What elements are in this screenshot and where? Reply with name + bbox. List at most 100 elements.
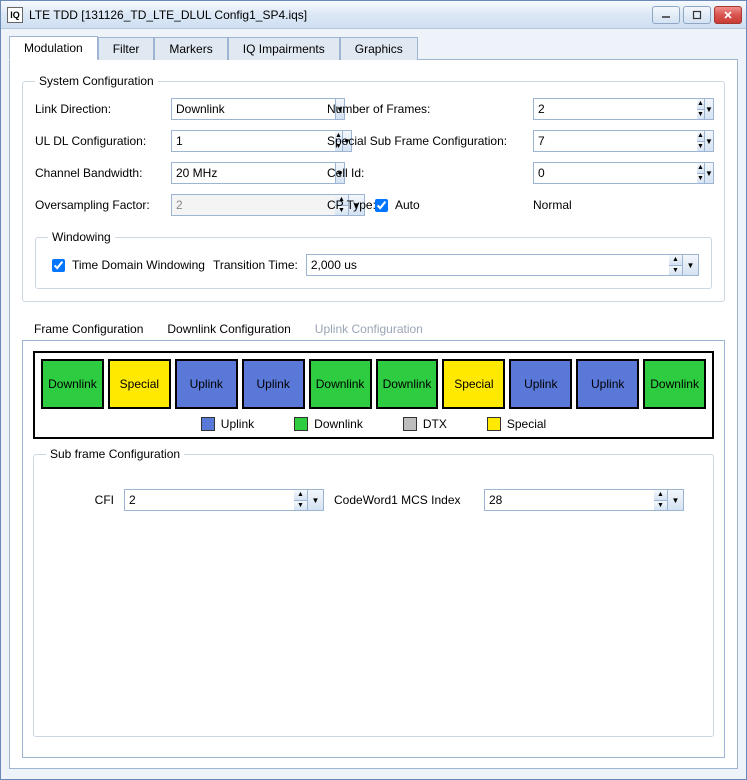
cfi-spin[interactable]: ▲▼ ▼ [124, 489, 324, 511]
windowing-group: Windowing Time Domain Windowing Transiti… [35, 230, 712, 289]
slot-1[interactable]: Special [108, 359, 171, 409]
slot-3[interactable]: Uplink [242, 359, 305, 409]
slots-row: DownlinkSpecialUplinkUplinkDownlinkDownl… [41, 359, 706, 409]
legend-downlink: Downlink [294, 417, 363, 431]
cfi-label: CFI [54, 493, 114, 507]
chevron-down-icon[interactable]: ▼ [705, 98, 714, 120]
uldl-input[interactable] [171, 130, 335, 152]
slot-5[interactable]: Downlink [376, 359, 439, 409]
num-frames-input[interactable] [533, 98, 697, 120]
slots-legend: Uplink Downlink DTX Special [41, 417, 706, 431]
maximize-button[interactable] [683, 6, 711, 24]
system-config-legend: System Configuration [35, 74, 158, 88]
cellid-spin[interactable]: ▲▼ ▼ [533, 162, 703, 184]
chevron-down-icon[interactable]: ▼ [705, 162, 714, 184]
cfi-input[interactable] [124, 489, 294, 511]
cellid-input[interactable] [533, 162, 697, 184]
bw-input[interactable] [171, 162, 335, 184]
slot-6[interactable]: Special [442, 359, 505, 409]
num-frames-spin[interactable]: ▲▼ ▼ [533, 98, 703, 120]
slots-diagram: DownlinkSpecialUplinkUplinkDownlinkDownl… [33, 351, 714, 439]
legend-dtx: DTX [403, 417, 447, 431]
legend-special-label: Special [507, 417, 546, 431]
spin-up-icon[interactable]: ▲ [294, 489, 308, 501]
slot-2[interactable]: Uplink [175, 359, 238, 409]
tab-frame-config[interactable]: Frame Configuration [22, 318, 155, 340]
slot-9[interactable]: Downlink [643, 359, 706, 409]
cellid-label: Cell Id: [327, 166, 527, 180]
tab-downlink-config[interactable]: Downlink Configuration [155, 318, 302, 340]
spin-down-icon[interactable]: ▼ [654, 501, 668, 512]
main-tabs: Modulation Filter Markers IQ Impairments… [9, 35, 738, 60]
tab-uplink-config: Uplink Configuration [303, 318, 435, 340]
mcs-input[interactable] [484, 489, 654, 511]
spin-up-icon[interactable]: ▲ [697, 98, 705, 110]
uldl-label: UL DL Configuration: [35, 134, 165, 148]
chevron-down-icon[interactable]: ▼ [308, 489, 324, 511]
ssf-spin[interactable]: ▲▼ ▼ [533, 130, 703, 152]
legend-downlink-label: Downlink [314, 417, 363, 431]
legend-uplink-label: Uplink [221, 417, 254, 431]
spin-down-icon[interactable]: ▼ [697, 174, 705, 185]
downlink-swatch [294, 417, 308, 431]
modulation-panel: System Configuration Link Direction: ▼ N… [9, 60, 738, 769]
chevron-down-icon[interactable]: ▼ [683, 254, 699, 276]
sub-tabs: Frame Configuration Downlink Configurati… [22, 318, 725, 341]
legend-uplink: Uplink [201, 417, 254, 431]
close-button[interactable] [714, 6, 742, 24]
tdw-checkbox[interactable] [52, 259, 65, 272]
windowing-legend: Windowing [48, 230, 115, 244]
special-swatch [487, 417, 501, 431]
chevron-down-icon[interactable]: ▼ [668, 489, 684, 511]
slot-7[interactable]: Uplink [509, 359, 572, 409]
ssf-input[interactable] [533, 130, 697, 152]
tab-markers[interactable]: Markers [154, 37, 227, 60]
legend-special: Special [487, 417, 546, 431]
legend-dtx-label: DTX [423, 417, 447, 431]
ssf-label: Special Sub Frame Configuration: [327, 134, 527, 148]
spin-down-icon[interactable]: ▼ [697, 110, 705, 121]
uldl-spin[interactable]: ▲▼ ▼ [171, 130, 321, 152]
num-frames-label: Number of Frames: [327, 102, 527, 116]
tab-iq-impairments[interactable]: IQ Impairments [228, 37, 340, 60]
spin-up-icon[interactable]: ▲ [697, 130, 705, 142]
spin-down-icon[interactable]: ▼ [669, 266, 683, 277]
spin-down-icon[interactable]: ▼ [697, 142, 705, 153]
titlebar: IQ LTE TDD [131126_TD_LTE_DLUL Config1_S… [1, 1, 746, 29]
dtx-swatch [403, 417, 417, 431]
slot-8[interactable]: Uplink [576, 359, 639, 409]
frame-config-panel: DownlinkSpecialUplinkUplinkDownlinkDownl… [22, 341, 725, 758]
mcs-spin[interactable]: ▲▼ ▼ [484, 489, 684, 511]
spin-up-icon[interactable]: ▲ [669, 254, 683, 266]
tab-graphics[interactable]: Graphics [340, 37, 418, 60]
tt-spin[interactable]: ▲▼ ▼ [306, 254, 699, 276]
link-direction-input[interactable] [171, 98, 335, 120]
link-direction-label: Link Direction: [35, 102, 165, 116]
uplink-swatch [201, 417, 215, 431]
subframe-legend: Sub frame Configuration [46, 447, 184, 461]
tt-label: Transition Time: [213, 258, 298, 272]
tdw-label-text: Time Domain Windowing [72, 258, 205, 272]
minimize-button[interactable] [652, 6, 680, 24]
window-title: LTE TDD [131126_TD_LTE_DLUL Config1_SP4.… [29, 8, 652, 22]
bw-label: Channel Bandwidth: [35, 166, 165, 180]
tt-input[interactable] [306, 254, 669, 276]
subframe-config-group: Sub frame Configuration CFI ▲▼ ▼ CodeWor… [33, 447, 714, 737]
client-area: Modulation Filter Markers IQ Impairments… [1, 29, 746, 779]
spin-up-icon[interactable]: ▲ [697, 162, 705, 174]
link-direction-combo[interactable]: ▼ [171, 98, 321, 120]
spin-up-icon[interactable]: ▲ [654, 489, 668, 501]
spin-down-icon[interactable]: ▼ [294, 501, 308, 512]
slot-4[interactable]: Downlink [309, 359, 372, 409]
tab-modulation[interactable]: Modulation [9, 36, 98, 60]
chevron-down-icon[interactable]: ▼ [705, 130, 714, 152]
tdw-checkbox-label[interactable]: Time Domain Windowing [48, 256, 205, 275]
bw-combo[interactable]: ▼ [171, 162, 321, 184]
mcs-label: CodeWord1 MCS Index [334, 493, 474, 507]
app-icon: IQ [7, 7, 23, 23]
tab-filter[interactable]: Filter [98, 37, 155, 60]
ovs-input [171, 194, 335, 216]
cp-value: Normal [533, 198, 703, 212]
slot-0[interactable]: Downlink [41, 359, 104, 409]
cp-label: CP Type: [327, 198, 527, 212]
